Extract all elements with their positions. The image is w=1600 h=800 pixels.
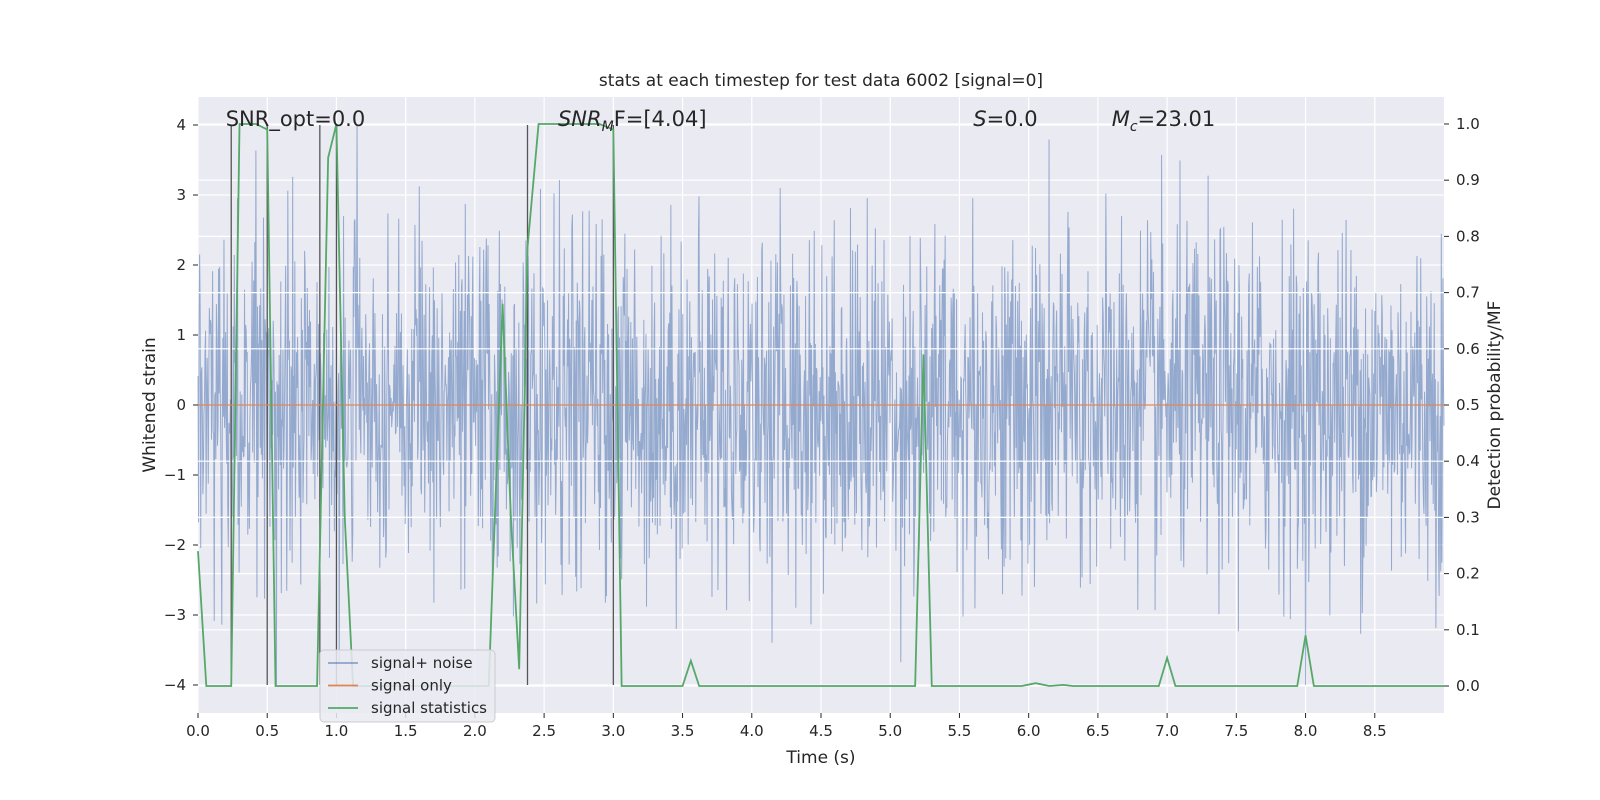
series-signal-plus-noise [197,124,1445,686]
series-signal-statistics [197,123,1444,687]
chart-title: stats at each timestep for test data 600… [599,71,1043,91]
x-tick-label: 6.5 [1086,722,1110,740]
x-tick-label: 0.5 [255,722,279,740]
x-axis-label: Time (s) [785,748,855,768]
x-tick-label: 5.0 [878,722,902,740]
y-left-tick-label: −2 [164,536,186,554]
y-left-tick-label: −1 [164,466,186,484]
annotations: SNR_opt=0.0 SNRMF=[4.04] S=0.0 Mc=23.01 [226,107,1216,135]
y-right-tick-label: 0.0 [1456,677,1480,695]
annotation-snr-opt: SNR_opt=0.0 [226,107,366,132]
annotation-suffix: =23.01 [1138,107,1216,131]
y-right-tick-label: 0.7 [1456,284,1480,302]
legend: signal+ noise signal only signal statistic… [319,649,496,723]
annotation-var: M [1112,107,1130,131]
legend-box [319,649,496,723]
annotation-suffix: =0.0 [987,107,1038,131]
x-tick-label: 7.0 [1155,722,1179,740]
noise-series [197,124,1445,686]
x-tick-label: 3.0 [601,722,625,740]
y-right-tick-label: 0.8 [1456,227,1480,245]
annotation-snr-mf: SNRMF=[4.04] [558,107,707,135]
y-left-tick-label: 2 [176,256,186,274]
y-axis-label-right: Detection probability/MF [1485,301,1505,510]
y-right-tick-label: 0.2 [1456,565,1480,583]
x-tick-label: 0.0 [186,722,210,740]
legend-signal-statistics-label: signal statistics [371,699,487,717]
x-tick-label: 1.0 [325,722,349,740]
x-tick-label: 1.5 [394,722,418,740]
axes: 0.0 0.5 1.0 1.5 2.0 2.5 3.0 3.5 4.0 4.5 5.0 5.5 6.0 6… [164,115,1480,740]
y-right-tick-label: 0.4 [1456,452,1480,470]
y-left-tick-label: 1 [176,326,186,344]
annotation-chirp-mass: Mc=23.01 [1112,107,1216,135]
y-left-tick-label: 3 [176,186,186,204]
annotation-var: S [973,107,986,131]
y-left-tick-label: 4 [176,116,186,134]
x-tick-label: 2.5 [532,722,556,740]
legend-signal-noise-label: signal+ noise [371,654,473,672]
y-axis-label-left: Whitened strain [140,337,160,472]
y-right-tick-label: 1.0 [1456,115,1480,133]
annotation-s-stat: S=0.0 [973,107,1037,131]
x-tick-label: 7.5 [1224,722,1248,740]
x-tick-label: 5.5 [948,722,972,740]
y-left-tick-label: 0 [176,396,186,414]
annotation-text: SNR_opt=0.0 [226,107,366,132]
y-left-tick-label: −4 [164,676,186,694]
y-right-tick-label: 0.3 [1456,508,1480,526]
y-right-tick-label: 0.6 [1456,340,1480,358]
annotation-sub: M [602,119,614,135]
y-right-tick-label: 0.1 [1456,621,1480,639]
y-left-tick-label: −3 [164,606,186,624]
x-tick-label: 2.0 [463,722,487,740]
x-tick-label: 3.5 [671,722,695,740]
y-right-tick-label: 0.9 [1456,171,1480,189]
x-tick-label: 6.0 [1017,722,1041,740]
annotation-sub: c [1130,119,1138,135]
x-tick-label: 8.0 [1294,722,1318,740]
x-tick-label: 4.0 [740,722,764,740]
y-right-tick-label: 0.5 [1456,396,1480,414]
annotation-var: SNR [558,107,602,131]
x-tick-label: 4.5 [809,722,833,740]
legend-signal-only-label: signal only [371,677,452,695]
x-tick-label: 8.5 [1363,722,1387,740]
line-series [197,123,1444,687]
annotation-suffix: F=[4.04] [614,107,707,131]
